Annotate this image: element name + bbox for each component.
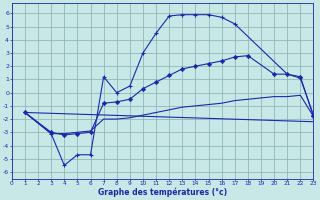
X-axis label: Graphe des températures (°c): Graphe des températures (°c) [98, 188, 227, 197]
